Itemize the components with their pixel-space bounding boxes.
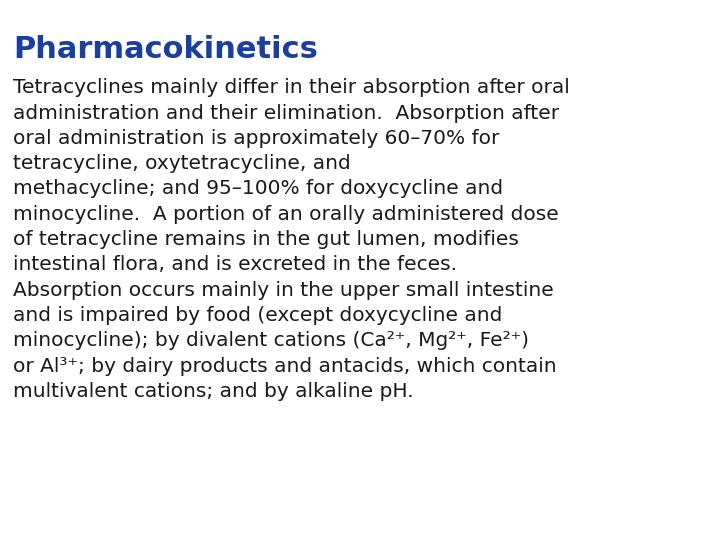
Text: Pharmacokinetics: Pharmacokinetics: [13, 35, 318, 64]
Text: Tetracyclines mainly differ in their absorption after oral
administration and th: Tetracyclines mainly differ in their abs…: [13, 78, 570, 401]
